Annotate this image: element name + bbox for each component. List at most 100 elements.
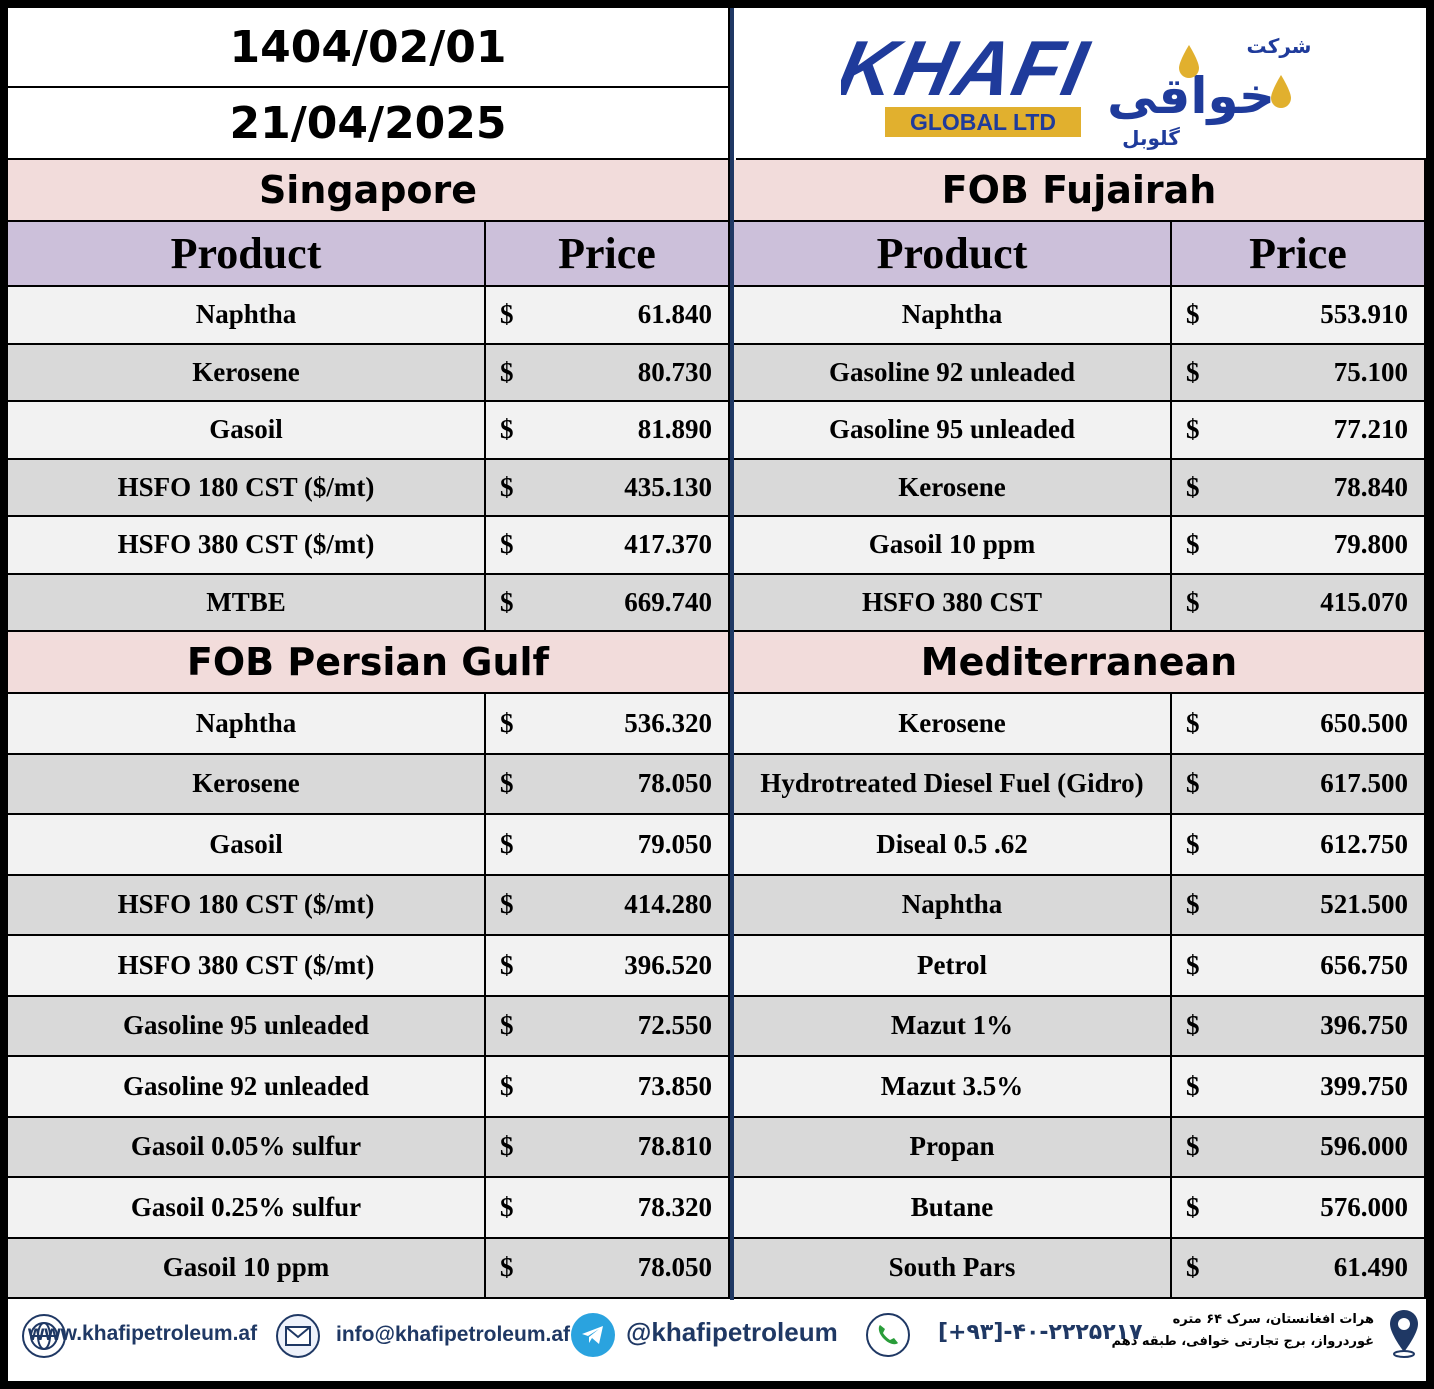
price-cell: $78.050 [486,754,730,815]
price-cell: $415.070 [1172,574,1426,632]
price-value: 72.550 [637,1010,712,1041]
product-cell: Gasoil 10 ppm [8,1238,486,1299]
oil-drop-icon [1271,75,1291,108]
currency-symbol: $ [500,768,514,799]
logo-persian-bottom: گلوبل [1122,126,1180,150]
gregorian-date: 21/04/2025 [8,88,730,160]
email-link[interactable]: info@khafipetroleum.af [336,1323,570,1346]
currency-symbol: $ [1186,1191,1200,1222]
product-cell: Naphtha [8,694,486,755]
currency-symbol: $ [500,949,514,980]
product-cell: Mazut 1% [734,996,1172,1057]
header-price: Price [486,222,730,287]
currency-symbol: $ [1186,1070,1200,1101]
currency-symbol: $ [1186,949,1200,980]
price-value: 553.910 [1320,299,1408,330]
region-title-fujairah: FOB Fujairah [734,160,1426,222]
price-cell: $80.730 [486,344,730,402]
currency-symbol: $ [500,1252,514,1283]
price-cell: $78.050 [486,1238,730,1299]
product-cell: Naphtha [734,875,1172,936]
product-cell: Mazut 3.5% [734,1057,1172,1118]
price-value: 80.730 [637,356,712,387]
currency-symbol: $ [500,1191,514,1222]
price-cell: $396.750 [1172,996,1426,1057]
currency-symbol: $ [500,586,514,617]
price-value: 536.320 [624,707,712,738]
price-cell: $521.500 [1172,875,1426,936]
khafi-logo-graphic: KHAFI GLOBAL LTD شرکت خواقی گلوبل [841,25,1311,150]
price-cell: $417.370 [486,517,730,575]
product-cell: HSFO 180 CST ($/mt) [8,459,486,517]
currency-symbol: $ [1186,299,1200,330]
price-cell: $61.490 [1172,1238,1426,1299]
product-cell: MTBE [8,574,486,632]
product-cell: Naphtha [734,287,1172,345]
footer-contact-bar: www.khafipetroleum.af info@khafipetroleu… [8,1300,1426,1381]
price-cell: $79.800 [1172,517,1426,575]
header-product: Product [8,222,486,287]
currency-symbol: $ [500,356,514,387]
price-value: 656.750 [1320,949,1408,980]
price-cell: $77.210 [1172,402,1426,460]
envelope-icon [276,1314,320,1358]
currency-symbol: $ [1186,586,1200,617]
header-price: Price [1172,222,1426,287]
address-line-1: هرات افغانستان، سرک ۶۴ متره [1172,1312,1374,1327]
product-cell: Gasoil [8,402,486,460]
price-value: 521.500 [1320,889,1408,920]
price-value: 612.750 [1320,828,1408,859]
product-cell: Gasoline 95 unleaded [734,402,1172,460]
currency-symbol: $ [1186,1010,1200,1041]
price-value: 396.520 [624,949,712,980]
currency-symbol: $ [1186,471,1200,502]
logo-brand-text: KHAFI [841,25,1097,112]
product-cell: Kerosene [734,459,1172,517]
website-link[interactable]: www.khafipetroleum.af [28,1322,258,1345]
logo-sub-band [885,107,1081,137]
phone-number[interactable]: [+۹۳]-۴۰-۲۲۲۵۲۱۷ [938,1320,1143,1345]
currency-symbol: $ [500,828,514,859]
company-logo: KHAFI GLOBAL LTD شرکت خواقی گلوبل [736,8,1426,160]
telegram-handle[interactable]: @khafipetroleum [626,1317,838,1347]
currency-symbol: $ [1186,768,1200,799]
currency-symbol: $ [500,299,514,330]
price-cell: $78.840 [1172,459,1426,517]
currency-symbol: $ [500,471,514,502]
price-value: 78.320 [637,1191,712,1222]
price-cell: $576.000 [1172,1178,1426,1239]
region-title-singapore: Singapore [8,160,730,222]
price-cell: $656.750 [1172,936,1426,997]
price-cell: $553.910 [1172,287,1426,345]
price-value: 79.050 [637,828,712,859]
currency-symbol: $ [500,1010,514,1041]
phone-icon [866,1313,910,1357]
price-value: 576.000 [1320,1191,1408,1222]
currency-symbol: $ [500,707,514,738]
currency-symbol: $ [1186,707,1200,738]
header-product: Product [734,222,1172,287]
price-cell: $79.050 [486,815,730,876]
region-title-mediterranean: Mediterranean [734,632,1426,694]
logo-sub-text: GLOBAL LTD [910,109,1056,135]
product-cell: Gasoil 0.05% sulfur [8,1117,486,1178]
globe-icon [22,1314,66,1358]
price-cell: $61.840 [486,287,730,345]
product-cell: Kerosene [8,754,486,815]
product-cell: Petrol [734,936,1172,997]
price-value: 415.070 [1320,586,1408,617]
currency-symbol: $ [500,1131,514,1162]
price-value: 78.810 [637,1131,712,1162]
region-title-persian-gulf: FOB Persian Gulf [8,632,730,694]
currency-symbol: $ [1186,1131,1200,1162]
price-cell: $81.890 [486,402,730,460]
price-cell: $73.850 [486,1057,730,1118]
currency-symbol: $ [1186,828,1200,859]
price-cell: $399.750 [1172,1057,1426,1118]
currency-symbol: $ [1186,889,1200,920]
price-value: 78.050 [637,768,712,799]
currency-symbol: $ [1186,356,1200,387]
product-cell: Kerosene [734,694,1172,755]
price-cell: $650.500 [1172,694,1426,755]
product-cell: Hydrotreated Diesel Fuel (Gidro) [734,754,1172,815]
